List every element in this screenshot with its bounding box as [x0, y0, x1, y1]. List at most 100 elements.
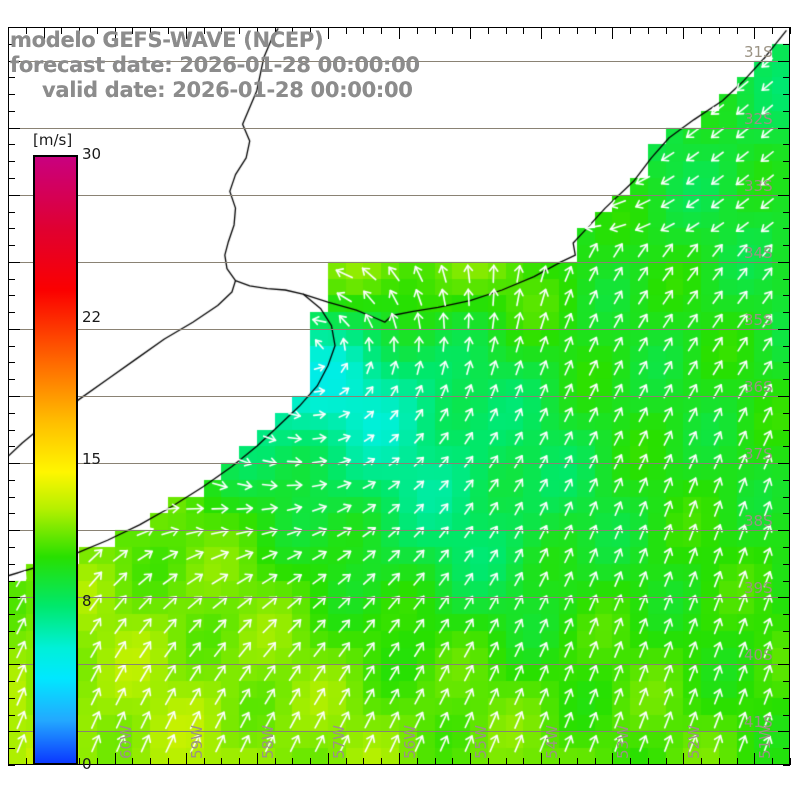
tick-mark — [683, 753, 684, 765]
tick-mark — [559, 27, 560, 34]
tick-mark — [204, 27, 205, 34]
tick-mark — [26, 758, 27, 765]
tick-mark — [783, 212, 790, 213]
colorbar-tick-22: 22 — [82, 307, 102, 326]
tick-mark — [79, 758, 80, 765]
tick-mark — [783, 413, 790, 414]
tick-mark — [8, 329, 20, 330]
tick-mark — [292, 758, 293, 765]
tick-mark — [772, 758, 773, 765]
tick-mark — [778, 195, 790, 196]
tick-mark — [719, 27, 720, 34]
tick-mark — [778, 664, 790, 665]
gridline-lat — [8, 128, 790, 129]
tick-mark — [310, 27, 311, 34]
tick-mark — [783, 111, 790, 112]
tick-mark — [778, 731, 790, 732]
tick-mark — [257, 753, 258, 765]
colorbar-gradient — [33, 155, 78, 765]
tick-mark — [778, 463, 790, 464]
tick-mark — [8, 715, 15, 716]
tick-mark — [310, 758, 311, 765]
tick-mark — [8, 362, 15, 363]
tick-mark — [683, 27, 684, 39]
tick-mark — [778, 262, 790, 263]
tick-mark — [8, 312, 15, 313]
tick-mark — [275, 758, 276, 765]
tick-mark — [328, 27, 329, 39]
tick-mark — [8, 94, 15, 95]
lat-label-39S: 39S — [744, 579, 773, 598]
tick-mark — [381, 27, 382, 34]
tick-mark — [399, 753, 400, 765]
tick-mark — [292, 27, 293, 34]
tick-mark — [783, 144, 790, 145]
tick-mark — [8, 245, 15, 246]
tick-mark — [783, 547, 790, 548]
tick-mark — [523, 27, 524, 34]
lat-label-31S: 31S — [744, 42, 773, 61]
tick-mark — [150, 758, 151, 765]
tick-mark — [435, 758, 436, 765]
tick-mark — [719, 758, 720, 765]
tick-mark — [783, 27, 790, 28]
tick-mark — [783, 312, 790, 313]
tick-mark — [8, 61, 20, 62]
tick-mark — [221, 27, 222, 34]
tick-mark — [8, 631, 15, 632]
tick-mark — [772, 27, 773, 34]
tick-mark — [186, 27, 187, 39]
colorbar-unit-label: [m/s] — [33, 131, 73, 149]
tick-mark — [61, 27, 62, 34]
tick-mark — [488, 27, 489, 34]
tick-mark — [470, 27, 471, 39]
tick-mark — [701, 758, 702, 765]
tick-mark — [346, 27, 347, 34]
tick-mark — [8, 758, 9, 765]
tick-mark — [648, 27, 649, 34]
tick-mark — [783, 346, 790, 347]
tick-mark — [8, 262, 20, 263]
tick-mark — [778, 530, 790, 531]
tick-mark — [8, 178, 15, 179]
tick-mark — [8, 731, 20, 732]
tick-mark — [132, 758, 133, 765]
tick-mark — [8, 228, 15, 229]
tick-mark — [778, 396, 790, 397]
tick-mark — [8, 463, 20, 464]
tick-mark — [8, 681, 15, 682]
tick-mark — [783, 94, 790, 95]
tick-mark — [783, 765, 790, 766]
gridline-lat — [8, 597, 790, 598]
gridline-lat — [8, 396, 790, 397]
lon-label-59W: 59W — [187, 725, 206, 759]
tick-mark — [783, 77, 790, 78]
tick-mark — [363, 27, 364, 34]
tick-mark — [97, 27, 98, 34]
tick-mark — [754, 753, 755, 765]
tick-mark — [778, 128, 790, 129]
map-plot-area[interactable]: 61W60W59W58W57W56W55W54W53W52W51W 31S32S… — [8, 27, 790, 765]
tick-mark — [435, 27, 436, 34]
tick-mark — [783, 161, 790, 162]
tick-mark — [783, 430, 790, 431]
tick-mark — [8, 128, 20, 129]
gridline-lat — [8, 731, 790, 732]
tick-mark — [630, 758, 631, 765]
tick-mark — [168, 27, 169, 34]
gridline-lat — [8, 195, 790, 196]
tick-mark — [612, 753, 613, 765]
tick-mark — [783, 564, 790, 565]
tick-mark — [8, 111, 15, 112]
tick-mark — [666, 758, 667, 765]
lat-label-41S: 41S — [744, 713, 773, 732]
tick-mark — [8, 44, 15, 45]
lon-label-55W: 55W — [472, 725, 491, 759]
tick-mark — [8, 765, 15, 766]
tick-mark — [8, 430, 15, 431]
tick-mark — [8, 698, 15, 699]
lon-label-52W: 52W — [685, 725, 704, 759]
tick-mark — [239, 758, 240, 765]
tick-mark — [595, 758, 596, 765]
